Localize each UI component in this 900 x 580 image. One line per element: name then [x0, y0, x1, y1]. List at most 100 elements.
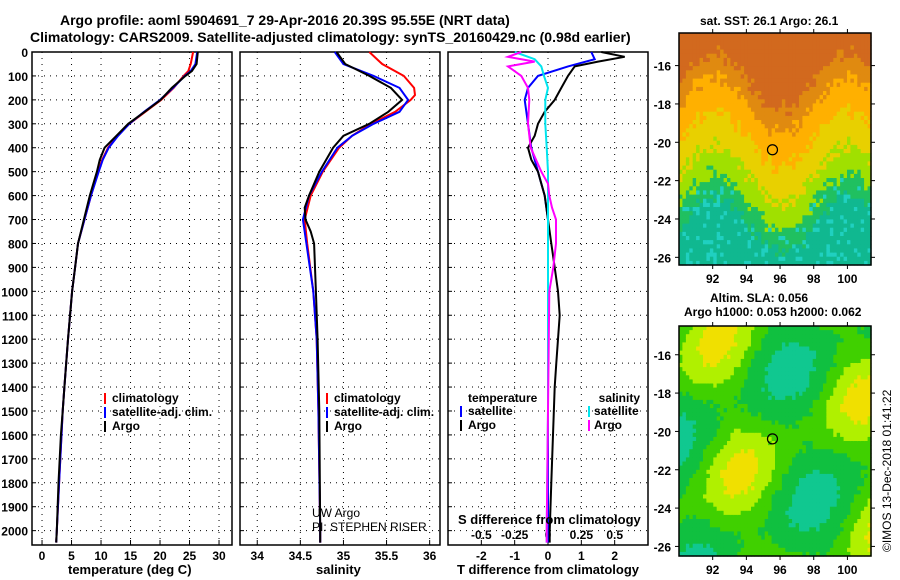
map-cell: [679, 120, 683, 125]
map-cell: [713, 367, 718, 372]
map-cell: [840, 198, 845, 204]
map-cell: [792, 198, 797, 204]
map-cell: [771, 547, 776, 553]
map-cell: [737, 473, 742, 479]
map-cell: [696, 371, 701, 376]
map-cell: [740, 186, 745, 191]
map-cell: [761, 527, 766, 532]
map-cell: [812, 45, 817, 51]
map-cell: [771, 132, 776, 138]
map-cell: [689, 424, 694, 430]
map-cell: [737, 334, 742, 339]
map-cell: [809, 244, 814, 249]
map-cell: [833, 33, 838, 38]
map-cell: [792, 53, 797, 59]
map-cell: [867, 240, 872, 245]
map-cell: [692, 436, 697, 442]
map-cell: [757, 95, 762, 100]
map-cell: [853, 78, 858, 84]
map-cell: [816, 256, 821, 262]
map-cell: [696, 420, 701, 426]
map-cell: [816, 103, 821, 109]
map-cell: [737, 519, 742, 524]
map-cell: [751, 236, 755, 241]
map-cell: [829, 111, 834, 117]
map-cell: [823, 95, 827, 100]
map-cell: [696, 132, 701, 138]
map-cell: [706, 144, 711, 150]
map-cell: [771, 86, 776, 92]
map-cell: [812, 33, 817, 38]
y-tick-label: 1700: [1, 453, 28, 467]
map-cell: [785, 256, 790, 262]
map-cell: [709, 404, 714, 409]
map-cell: [716, 326, 721, 331]
map-cell: [843, 178, 848, 183]
map-cell: [744, 391, 749, 397]
map-cell: [730, 539, 735, 545]
map-cell: [757, 256, 762, 262]
map-cell: [716, 256, 721, 262]
map-cell: [682, 350, 687, 356]
map-cell: [754, 395, 759, 401]
map-cell: [771, 115, 776, 121]
map-cell: [696, 387, 701, 393]
map-cell: [754, 57, 759, 63]
map-cell: [744, 551, 749, 557]
map-cell: [682, 469, 687, 475]
map-cell: [757, 424, 762, 430]
map-cell: [768, 387, 773, 393]
map-cell: [819, 173, 824, 179]
map-cell: [689, 178, 694, 183]
map-cell: [867, 62, 872, 67]
map-cell: [737, 153, 742, 158]
map-cell: [778, 45, 783, 51]
map-cell: [692, 194, 697, 200]
map-cell: [723, 404, 728, 409]
map-cell: [720, 91, 725, 96]
map-cell: [679, 128, 683, 133]
map-cell: [785, 215, 790, 220]
map-cell: [781, 57, 786, 63]
map-cell: [706, 165, 711, 171]
map-cell: [768, 391, 773, 397]
map-cell: [761, 82, 766, 88]
map-cell: [685, 223, 690, 229]
map-cell: [727, 326, 731, 331]
map-cell: [819, 144, 824, 150]
map-cell: [840, 74, 845, 80]
map-cell: [730, 551, 735, 557]
map-cell: [709, 136, 714, 142]
map-cell: [761, 334, 766, 339]
map-cell: [819, 37, 824, 42]
map-cell: [706, 223, 711, 229]
map-cell: [692, 445, 697, 450]
map-cell: [689, 363, 694, 368]
map-cell: [703, 461, 707, 467]
map-cell: [771, 57, 776, 63]
map-cell: [737, 399, 742, 405]
map-cell: [747, 95, 752, 100]
map-cell: [720, 350, 725, 356]
map-cell: [740, 502, 745, 508]
map-cell: [744, 346, 749, 352]
map-cell: [703, 165, 707, 171]
map-cell: [829, 223, 834, 229]
map-cell: [740, 74, 745, 80]
map-cell: [744, 404, 749, 409]
map-cell: [867, 95, 872, 100]
map-cell: [775, 140, 779, 146]
map-cell: [764, 236, 769, 241]
map-cell: [696, 358, 701, 364]
map-cell: [771, 457, 776, 463]
map-cell: [740, 535, 745, 541]
map-cell: [757, 363, 762, 368]
map-cell: [751, 169, 755, 175]
map-cell: [823, 190, 827, 196]
map-cell: [857, 37, 862, 42]
map-cell: [709, 387, 714, 393]
map-cell: [823, 140, 827, 146]
map-cell: [775, 338, 779, 343]
map-cell: [730, 527, 735, 532]
map-cell: [764, 453, 769, 458]
